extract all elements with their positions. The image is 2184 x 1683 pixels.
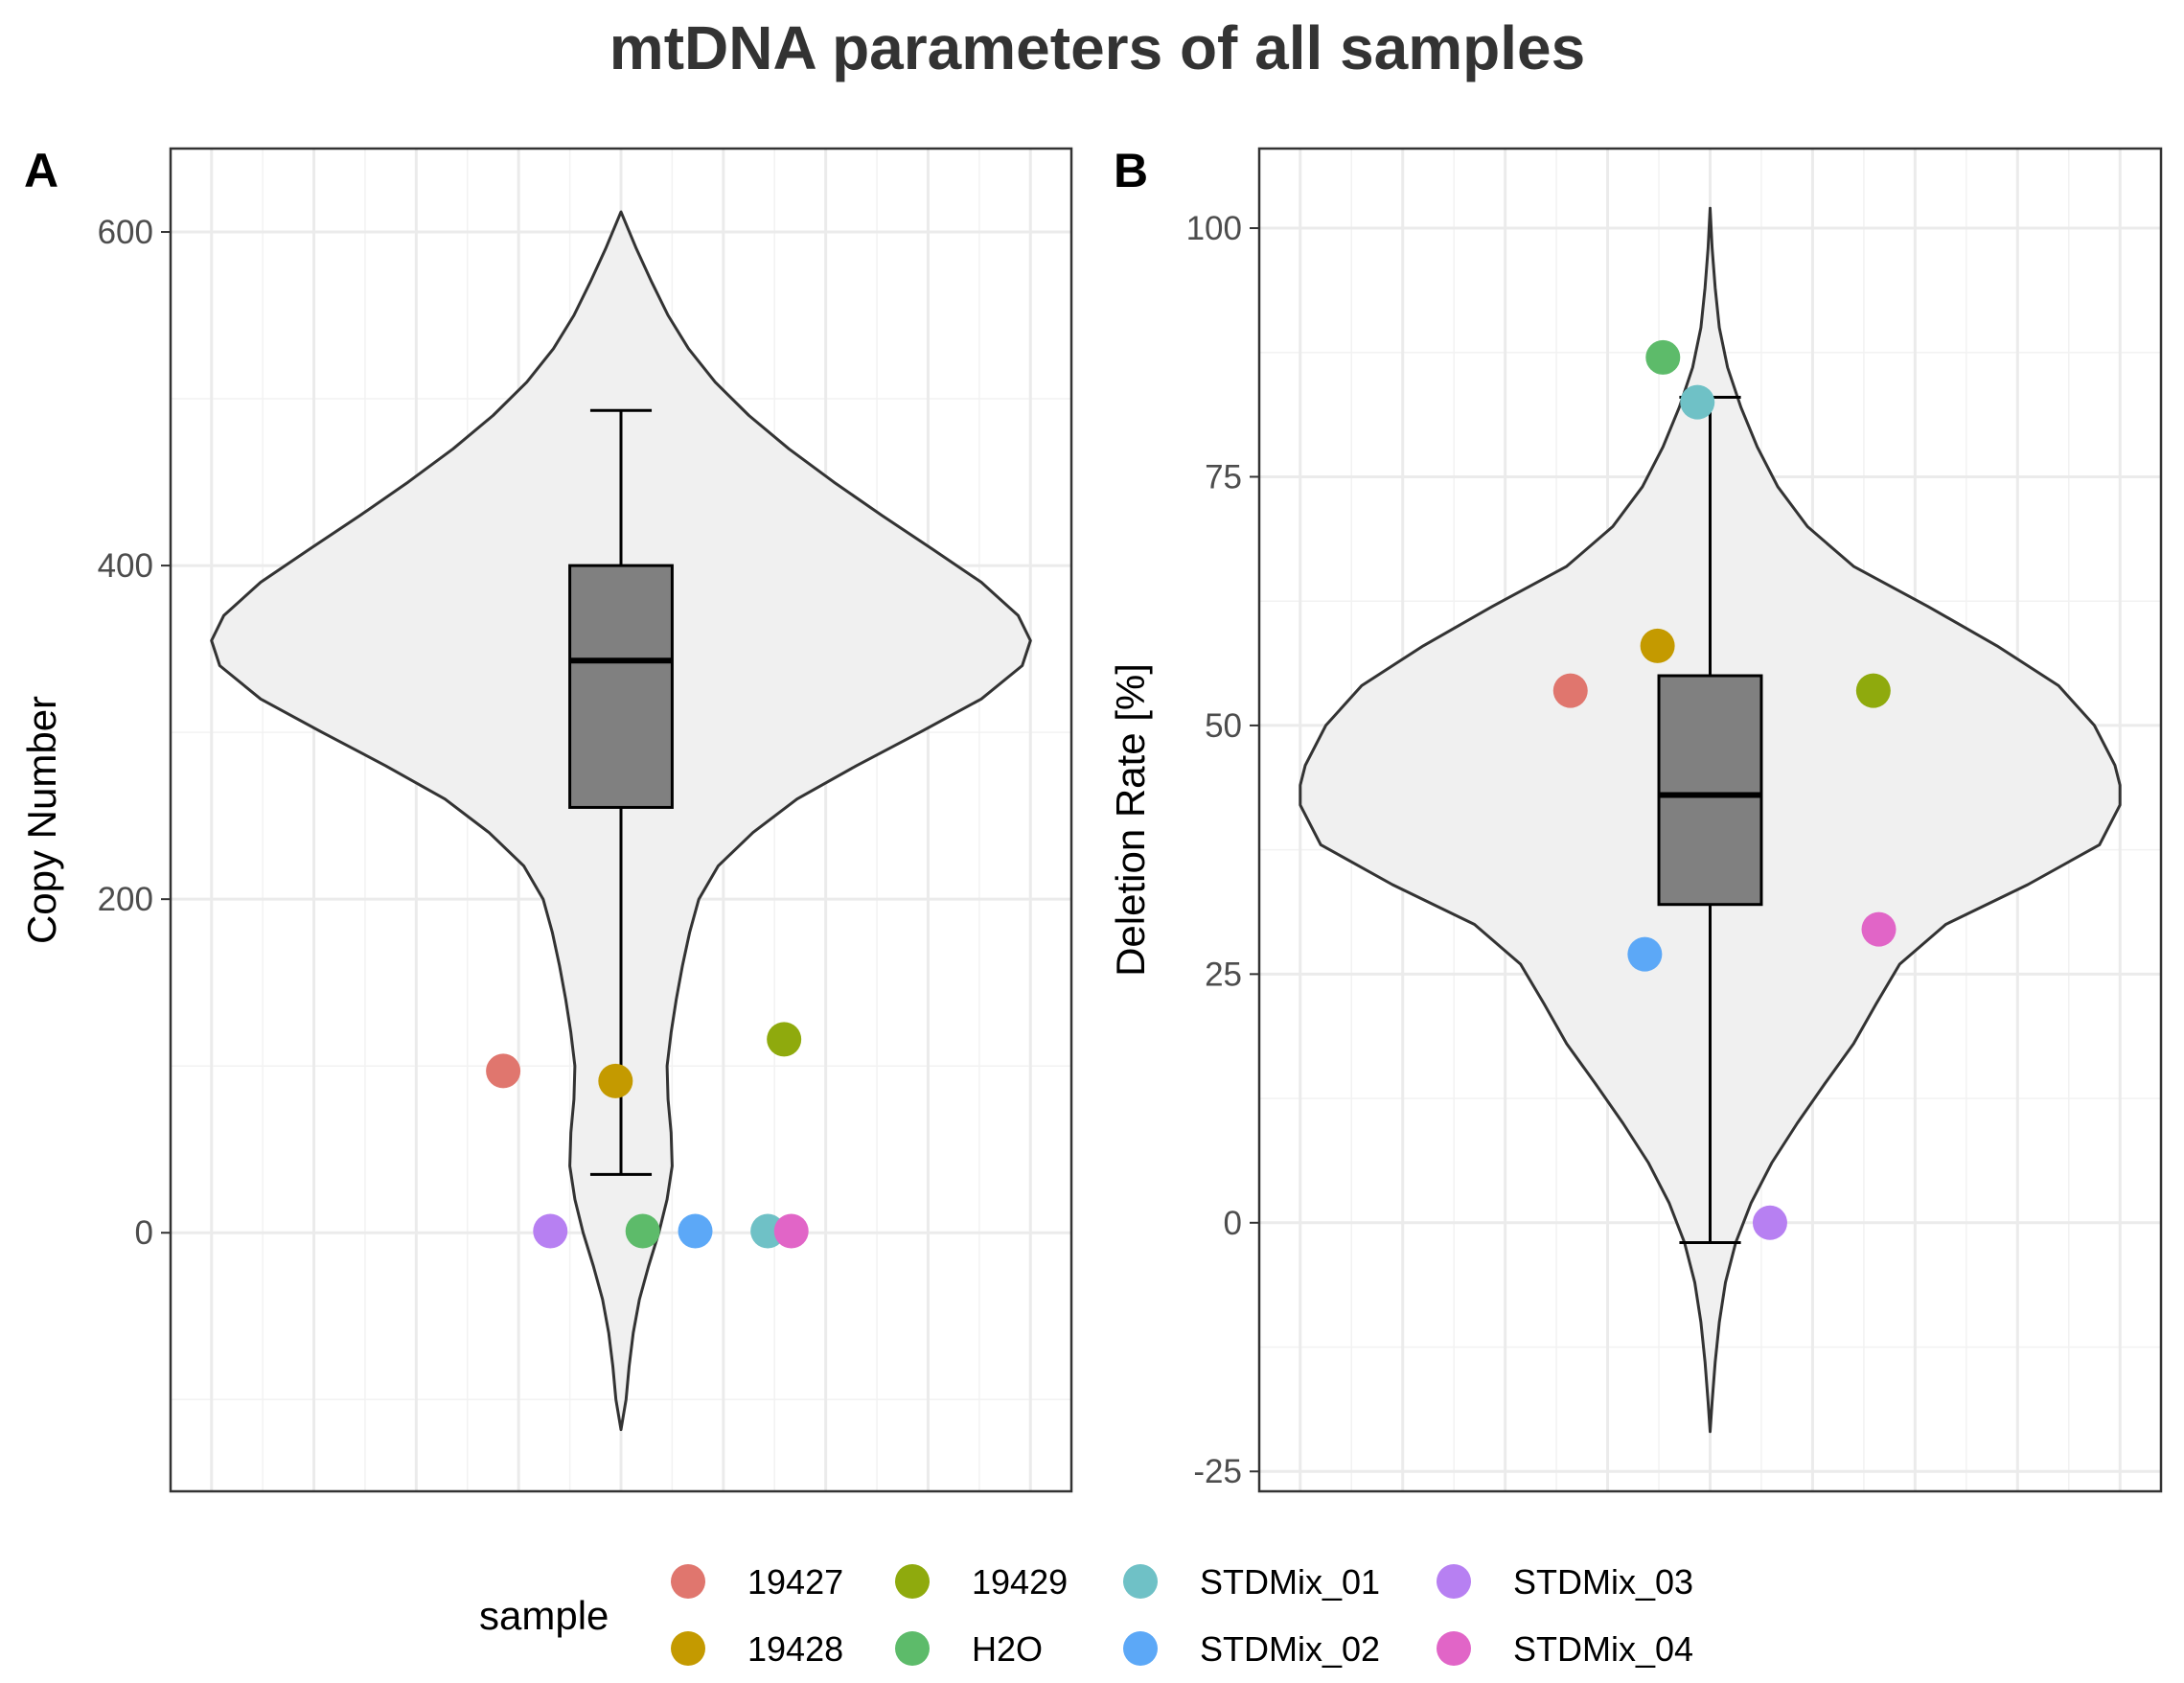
legend: sample 19427 19428 19429 H2O STDMix_01 STDMix_… bbox=[479, 1562, 1693, 1669]
point-stdmix_04 bbox=[1861, 911, 1897, 947]
point-h2o bbox=[625, 1213, 660, 1249]
legend-item-stdmix_04: STDMix_04 bbox=[1437, 1629, 1693, 1669]
panel-border bbox=[169, 147, 1073, 1493]
point-stdmix_03 bbox=[1752, 1205, 1787, 1240]
y-tick-label: 75 bbox=[1205, 458, 1242, 496]
point-h2o bbox=[1645, 339, 1681, 375]
y-tick-label: 25 bbox=[1205, 956, 1242, 993]
box-iqr bbox=[568, 564, 674, 809]
point-19429 bbox=[767, 1022, 802, 1057]
y-axis-label: Copy Number bbox=[19, 696, 64, 944]
legend-label: STDMix_03 bbox=[1513, 1562, 1693, 1602]
legend-swatch bbox=[1437, 1631, 1471, 1666]
legend-label: 19428 bbox=[747, 1629, 843, 1669]
legend-item-h2o: H2O bbox=[895, 1629, 1043, 1669]
legend-swatch bbox=[895, 1631, 930, 1666]
point-stdmix_02 bbox=[678, 1213, 713, 1249]
panel-a: 0 200 400 600 A Copy Number bbox=[19, 144, 1073, 1493]
point-19427 bbox=[1552, 673, 1588, 708]
legend-item-stdmix_02: STDMix_02 bbox=[1123, 1629, 1380, 1669]
point-19428 bbox=[1640, 628, 1675, 663]
y-tick-label: 400 bbox=[98, 547, 153, 585]
point-19428 bbox=[598, 1063, 633, 1098]
legend-label: 19429 bbox=[972, 1562, 1068, 1602]
legend-item-19427: 19427 bbox=[671, 1562, 843, 1602]
legend-title: sample bbox=[479, 1593, 609, 1638]
point-19429 bbox=[1855, 673, 1891, 708]
legend-label: 19427 bbox=[747, 1562, 843, 1602]
box-iqr bbox=[1657, 674, 1763, 907]
legend-swatch bbox=[1437, 1564, 1471, 1599]
y-tick-label: 600 bbox=[98, 214, 153, 251]
point-19427 bbox=[486, 1053, 521, 1089]
legend-item-19429: 19429 bbox=[895, 1562, 1068, 1602]
legend-label: STDMix_04 bbox=[1513, 1629, 1693, 1669]
y-tick-label: -25 bbox=[1193, 1453, 1242, 1490]
point-stdmix_04 bbox=[773, 1213, 809, 1249]
panel-tag: B bbox=[1114, 144, 1148, 197]
legend-swatch bbox=[895, 1564, 930, 1599]
data-points bbox=[486, 1022, 809, 1249]
legend-item-19428: 19428 bbox=[671, 1629, 843, 1669]
legend-item-stdmix_01: STDMix_01 bbox=[1123, 1562, 1380, 1602]
y-tick-label: 0 bbox=[135, 1214, 153, 1252]
legend-label: STDMix_02 bbox=[1200, 1629, 1380, 1669]
legend-swatch bbox=[1123, 1564, 1158, 1599]
y-tick-label: 200 bbox=[98, 881, 153, 918]
point-stdmix_02 bbox=[1627, 936, 1663, 972]
legend-label: H2O bbox=[972, 1629, 1043, 1669]
y-tick-label: 0 bbox=[1224, 1205, 1242, 1242]
data-points bbox=[1552, 339, 1897, 1240]
y-tick-label: 50 bbox=[1205, 707, 1242, 745]
panel-tag: A bbox=[24, 144, 58, 197]
legend-swatch bbox=[671, 1631, 705, 1666]
legend-label: STDMix_01 bbox=[1200, 1562, 1380, 1602]
boxplot bbox=[568, 408, 674, 1176]
panel-border bbox=[1257, 147, 2163, 1493]
point-stdmix_01 bbox=[1680, 384, 1715, 420]
boxplot bbox=[1657, 395, 1763, 1245]
legend-swatch bbox=[671, 1564, 705, 1599]
panel-b: -25 0 25 50 75 100 B Deletion Rate [%] bbox=[1108, 144, 2163, 1493]
y-axis-label: Deletion Rate [%] bbox=[1108, 663, 1153, 977]
point-stdmix_03 bbox=[533, 1213, 568, 1249]
legend-swatch bbox=[1123, 1631, 1158, 1666]
y-tick-label: 100 bbox=[1186, 210, 1242, 247]
legend-item-stdmix_03: STDMix_03 bbox=[1437, 1562, 1693, 1602]
chart-title: mtDNA parameters of all samples bbox=[609, 13, 1585, 82]
